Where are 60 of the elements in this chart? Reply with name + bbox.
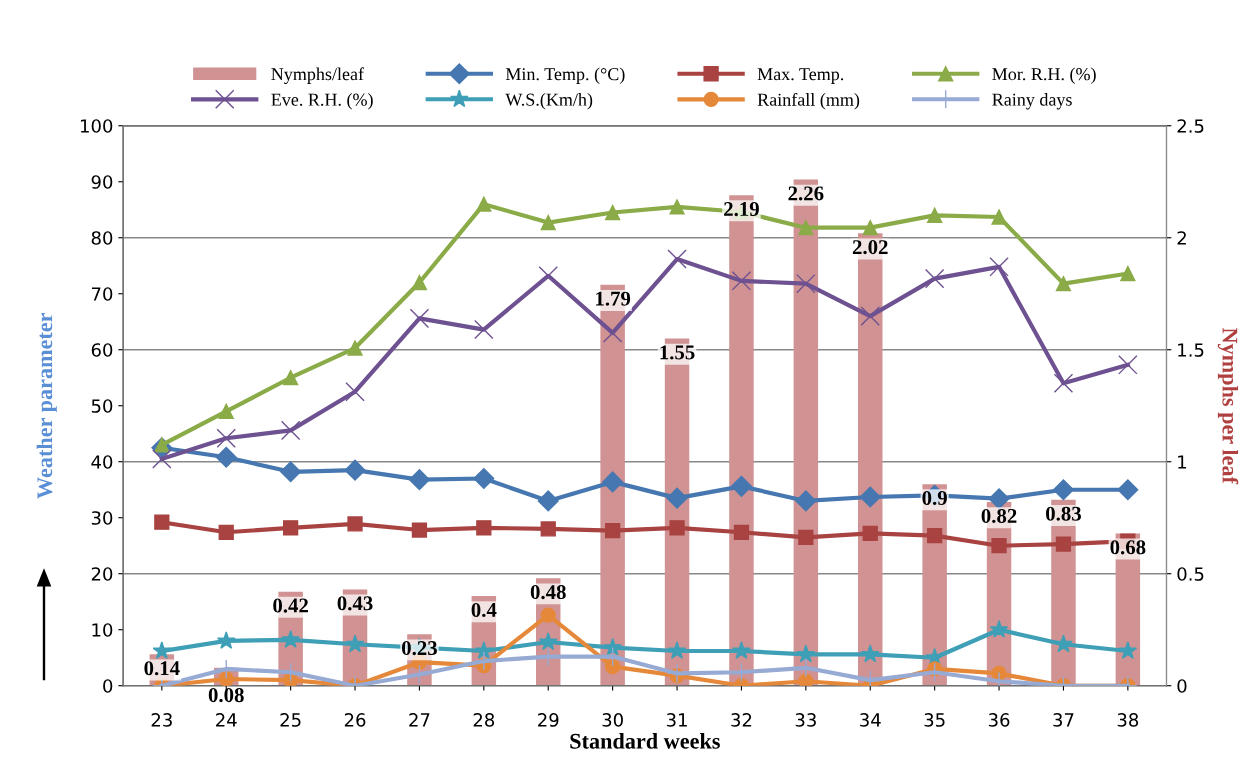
data-label: 2.26	[788, 186, 824, 201]
x-tick-label: 35	[924, 713, 945, 727]
y-tick-label: 0	[103, 679, 113, 693]
y2-tick-label: 1	[1178, 455, 1187, 469]
y-tick-label: 80	[91, 231, 113, 245]
y-tick-label: 90	[91, 175, 113, 189]
y-tick-label: 70	[91, 287, 113, 301]
data-label: 2.19	[724, 202, 759, 217]
data-label: 1.55	[660, 345, 695, 360]
y2-tick-label: 2.5	[1177, 119, 1204, 133]
legend-label: Nymphs/leaf	[271, 67, 365, 84]
x-tick-label: 28	[473, 713, 495, 727]
data-label: 0.68	[1110, 540, 1146, 555]
x-tick-label: 23	[151, 713, 172, 727]
data-label: 0.43	[337, 596, 373, 611]
y2-axis-title: Nymphs per leaf	[1217, 327, 1239, 485]
legend-label: Rainfall (mm)	[757, 92, 860, 110]
data-label: 0.14	[144, 661, 180, 676]
y-tick-label: 20	[91, 567, 113, 581]
y-tick-label: 30	[91, 511, 113, 525]
data-label: 0.42	[273, 598, 308, 613]
data-label: 1.79	[596, 291, 631, 306]
y-axis-title: Weather parameter	[36, 312, 57, 499]
legend-label: Max. Temp.	[757, 68, 844, 84]
legend-label: Mor. R.H. (%)	[992, 67, 1096, 84]
y2-tick-label: 2	[1177, 231, 1186, 245]
y2-tick-label: 1.5	[1178, 343, 1204, 357]
data-label: 0.48	[530, 585, 566, 600]
x-axis-title: Standard weeks	[570, 733, 720, 749]
y-tick-label: 10	[92, 623, 113, 637]
data-label: 0.08	[208, 688, 244, 703]
legend-label: Min. Temp. (°C)	[505, 67, 625, 84]
data-label: 0.83	[1046, 506, 1081, 521]
y2-tick-label: 0	[1177, 679, 1187, 693]
data-label: 2.02	[852, 240, 888, 255]
x-tick-label: 26	[344, 713, 366, 727]
x-tick-label: 33	[795, 713, 816, 727]
x-tick-label: 27	[409, 713, 430, 727]
x-tick-label: 32	[731, 713, 752, 727]
x-tick-label: 34	[860, 713, 881, 727]
y-tick-label: 60	[91, 343, 113, 357]
x-tick-label: 36	[988, 713, 1010, 727]
x-tick-label: 30	[602, 713, 623, 727]
data-label: 0.23	[402, 641, 437, 656]
data-label: 0.4	[471, 602, 497, 618]
legend-label: W.S.(Km/h)	[505, 93, 593, 110]
data-label: 0.82	[981, 508, 1017, 524]
legend-label: Rainy days	[992, 93, 1072, 110]
x-tick-label: 24	[216, 713, 237, 727]
x-tick-label: 29	[538, 713, 559, 727]
x-tick-label: 25	[280, 713, 301, 727]
x-tick-label: 37	[1053, 713, 1074, 727]
y2-tick-label: 0.5	[1177, 567, 1204, 581]
data-label: 0.9	[922, 490, 947, 506]
y-tick-label: 50	[91, 399, 113, 413]
x-tick-label: 31	[666, 713, 687, 727]
y-tick-label: 100	[80, 119, 113, 133]
y-tick-label: 40	[91, 455, 113, 469]
x-tick-label: 38	[1117, 713, 1139, 727]
legend-label: Eve. R.H. (%)	[271, 93, 373, 110]
